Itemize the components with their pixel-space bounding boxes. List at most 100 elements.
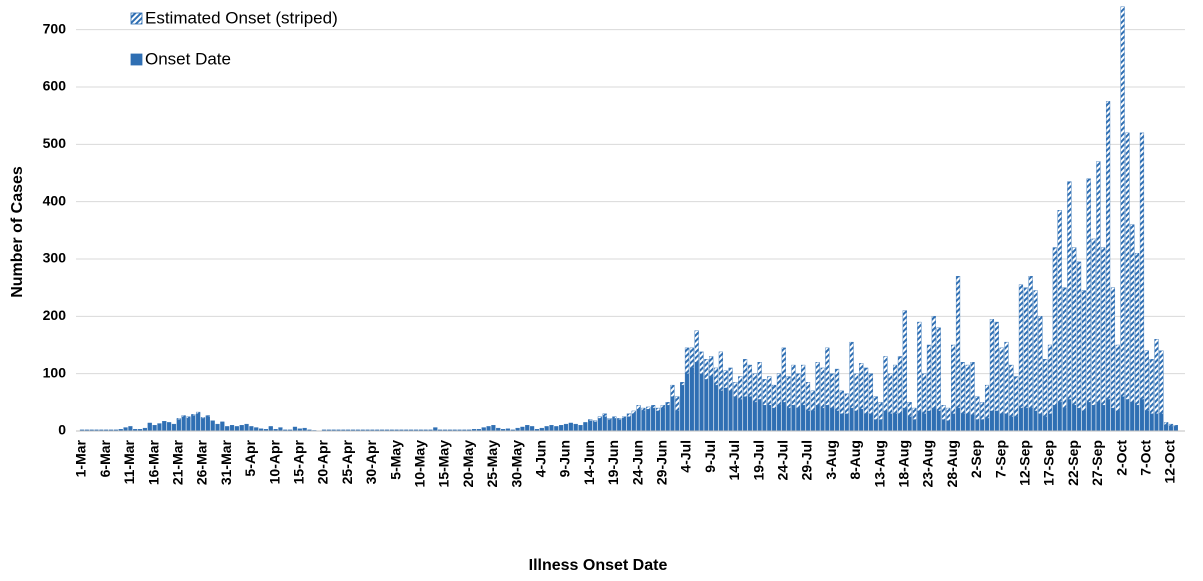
y-tick-label: 600 — [43, 78, 67, 94]
bar — [607, 419, 612, 432]
bar — [960, 362, 965, 415]
bar — [1067, 181, 1072, 400]
bar — [665, 402, 670, 406]
bar — [989, 410, 995, 432]
bar — [897, 356, 903, 415]
bar — [709, 356, 714, 377]
bar — [757, 399, 762, 432]
bar — [1057, 210, 1062, 403]
bar — [1033, 410, 1038, 432]
x-tick-label: 4-Jun — [533, 440, 549, 477]
bar — [544, 426, 549, 432]
bar — [684, 347, 690, 374]
bar — [200, 418, 206, 432]
bar — [723, 370, 728, 389]
bar — [670, 396, 675, 432]
bar — [694, 330, 699, 363]
bar — [912, 419, 917, 432]
bar — [636, 409, 641, 432]
bar — [1033, 290, 1038, 412]
bar — [1101, 247, 1106, 406]
x-tick-label: 2-Sep — [968, 440, 984, 478]
bar — [597, 418, 602, 432]
bar — [825, 347, 830, 406]
bar — [1086, 178, 1091, 403]
bar — [936, 327, 941, 412]
bar — [660, 405, 665, 409]
y-tick-label: 400 — [43, 192, 67, 208]
bar — [970, 414, 975, 432]
bar — [1120, 396, 1125, 432]
bar — [583, 422, 588, 432]
bar — [907, 402, 912, 417]
bar — [1052, 247, 1057, 406]
bar — [941, 419, 946, 432]
bar — [626, 413, 632, 417]
bar — [747, 396, 753, 432]
bar — [588, 419, 593, 421]
bar — [181, 416, 186, 432]
bar — [738, 376, 743, 400]
bar — [859, 409, 864, 432]
bar — [801, 364, 806, 406]
bar — [592, 421, 598, 432]
bar — [1154, 339, 1159, 414]
bar — [641, 410, 646, 432]
bar — [646, 406, 651, 410]
x-tick-label: 13-Aug — [871, 440, 887, 487]
bar — [612, 416, 617, 419]
x-tick-label: 30-May — [508, 440, 524, 488]
bar — [568, 422, 573, 432]
bar — [781, 347, 786, 403]
bar — [602, 416, 607, 432]
bar — [525, 425, 530, 432]
x-tick-label: 11-Mar — [121, 439, 137, 484]
x-tick-label: 6-Mar — [97, 439, 113, 477]
bar — [796, 407, 801, 432]
bar — [530, 426, 535, 432]
bar — [704, 359, 709, 380]
bar — [176, 419, 181, 432]
bar — [210, 420, 215, 432]
bar — [186, 418, 191, 432]
bar — [1004, 341, 1009, 414]
bar — [1115, 410, 1120, 432]
bar — [1125, 399, 1130, 432]
bar — [563, 423, 569, 432]
bar — [1038, 316, 1043, 415]
bar — [1135, 253, 1140, 406]
bar — [239, 425, 244, 432]
bar — [1062, 407, 1067, 432]
bar — [1043, 416, 1048, 432]
bar — [554, 426, 559, 432]
bar — [1164, 422, 1169, 426]
bar — [617, 418, 622, 420]
bar — [196, 413, 201, 432]
bar — [229, 425, 235, 432]
bar — [234, 426, 239, 432]
bar — [767, 376, 772, 406]
bar — [772, 384, 777, 409]
bar — [1009, 364, 1014, 417]
bar — [592, 420, 598, 423]
bar — [999, 347, 1004, 415]
bar — [960, 413, 965, 432]
x-tick-label: 7-Sep — [992, 440, 1008, 478]
bar — [689, 347, 694, 369]
bar — [820, 407, 825, 432]
bar — [723, 387, 728, 432]
bar — [767, 405, 772, 432]
bar — [922, 373, 927, 414]
bar — [849, 341, 854, 409]
bar — [191, 415, 196, 432]
bar — [1023, 287, 1028, 409]
bar — [631, 410, 636, 414]
bar — [1101, 405, 1106, 432]
bar — [675, 396, 680, 412]
bar — [834, 368, 840, 412]
bar — [781, 402, 786, 432]
x-tick-label: 28-Aug — [944, 440, 960, 487]
x-tick-label: 5-May — [387, 440, 403, 480]
bar — [1047, 413, 1053, 432]
